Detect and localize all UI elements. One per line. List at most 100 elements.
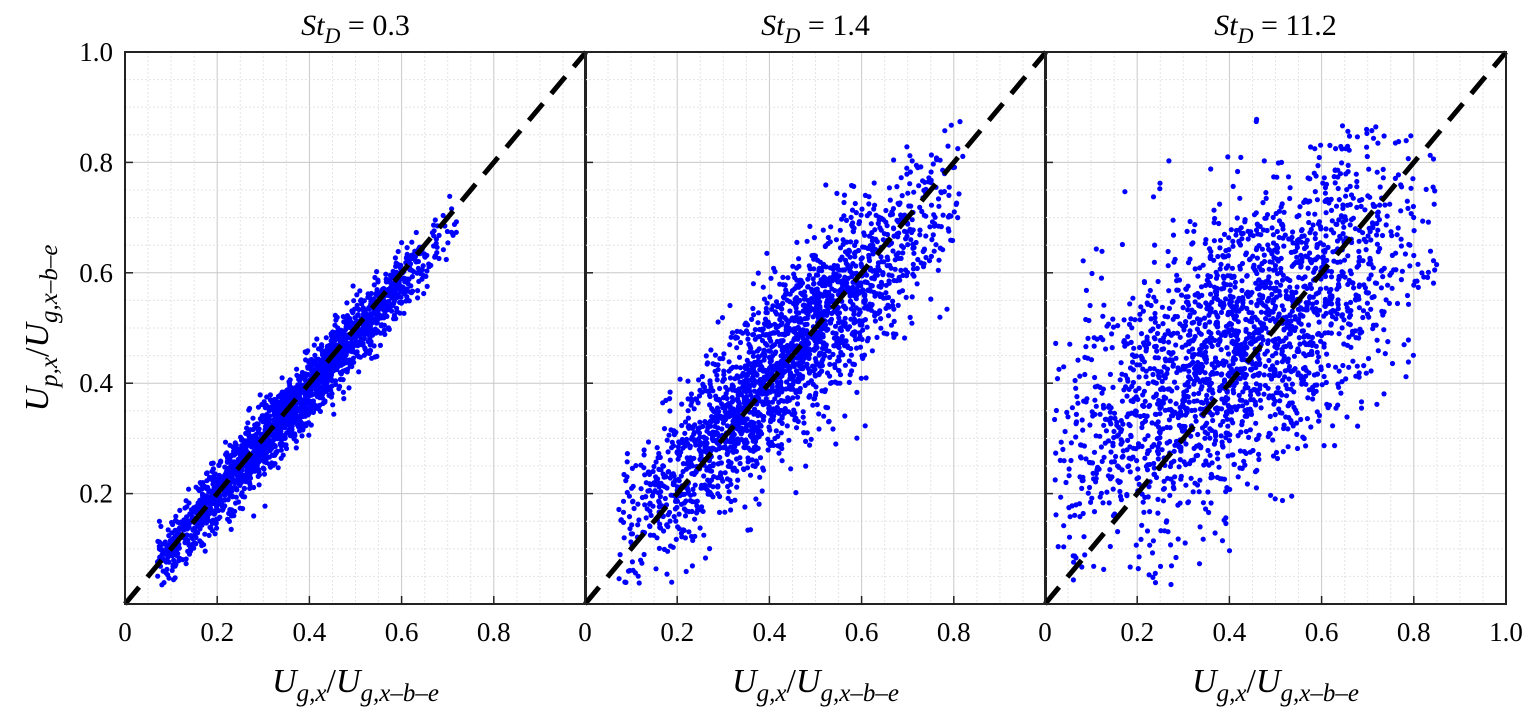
scatter-point bbox=[821, 413, 827, 419]
scatter-point bbox=[207, 476, 213, 482]
scatter-point bbox=[891, 334, 897, 340]
scatter-point bbox=[1168, 581, 1174, 588]
scatter-point bbox=[315, 380, 321, 386]
scatter-point bbox=[660, 400, 666, 406]
scatter-point bbox=[755, 320, 761, 326]
scatter-point bbox=[918, 164, 924, 170]
scatter-point bbox=[1154, 348, 1160, 354]
scatter-point bbox=[805, 284, 811, 290]
scatter-point bbox=[780, 338, 786, 344]
scatter-point bbox=[263, 446, 269, 452]
scatter-point bbox=[156, 518, 162, 524]
scatter-point bbox=[621, 471, 627, 478]
scatter-point bbox=[796, 361, 802, 367]
scatter-point bbox=[697, 525, 703, 531]
scatter-point bbox=[371, 282, 377, 288]
scatter-point bbox=[180, 527, 186, 533]
scatter-point bbox=[729, 433, 736, 439]
scatter-point bbox=[701, 532, 707, 538]
scatter-point bbox=[720, 420, 727, 426]
scatter-point bbox=[237, 451, 243, 457]
scatter-point bbox=[235, 474, 241, 480]
scatter-point bbox=[796, 298, 802, 304]
scatter-point bbox=[715, 362, 721, 368]
scatter-point bbox=[872, 227, 878, 233]
scatter-point bbox=[629, 559, 636, 565]
scatter-point bbox=[398, 294, 404, 300]
scatter-point bbox=[193, 534, 199, 541]
scatter-point bbox=[314, 336, 320, 342]
scatter-point bbox=[1217, 245, 1223, 251]
scatter-point bbox=[836, 368, 842, 374]
scatter-point bbox=[668, 471, 675, 478]
scatter-point bbox=[1380, 166, 1386, 172]
scatter-point bbox=[931, 223, 938, 229]
scatter-point bbox=[199, 542, 205, 549]
scatter-point bbox=[757, 474, 763, 480]
scatter-point bbox=[937, 157, 943, 163]
scatter-point bbox=[247, 481, 253, 487]
scatter-point bbox=[635, 573, 641, 579]
scatter-point bbox=[346, 324, 352, 330]
scatter-point bbox=[278, 447, 284, 453]
scatter-point bbox=[677, 376, 683, 382]
scatter-point bbox=[788, 466, 794, 472]
scatter-point bbox=[1124, 393, 1130, 399]
scatter-point bbox=[404, 254, 411, 260]
scatter-point bbox=[616, 506, 622, 513]
scatter-point bbox=[850, 220, 856, 226]
scatter-point bbox=[781, 363, 787, 369]
scatter-point bbox=[746, 384, 753, 390]
scatter-point bbox=[255, 404, 262, 410]
scatter-point bbox=[215, 507, 222, 514]
scatter-point bbox=[850, 261, 856, 267]
scatter-point bbox=[656, 545, 663, 552]
scatter-point bbox=[747, 472, 754, 478]
scatter-point bbox=[779, 414, 785, 420]
scatter-point bbox=[1339, 160, 1345, 166]
scatter-point bbox=[910, 266, 917, 272]
scatter-point bbox=[864, 324, 870, 330]
scatter-point bbox=[354, 292, 360, 298]
scatter-point bbox=[852, 291, 858, 297]
scatter-point bbox=[673, 429, 679, 435]
scatter-point bbox=[847, 248, 853, 254]
scatter-point bbox=[736, 354, 743, 360]
scatter-point bbox=[858, 375, 864, 381]
scatter-point bbox=[320, 372, 326, 378]
scatter-point bbox=[1075, 357, 1081, 363]
scatter-point bbox=[415, 288, 421, 294]
scatter-point bbox=[385, 287, 391, 293]
scatter-point bbox=[896, 274, 902, 280]
scatter-point bbox=[1136, 554, 1142, 560]
scatter-point bbox=[803, 463, 809, 469]
scatter-point bbox=[816, 268, 822, 274]
scatter-point bbox=[227, 442, 233, 448]
scatter-point bbox=[374, 287, 380, 293]
scatter-point bbox=[395, 248, 401, 255]
scatter-point bbox=[795, 418, 801, 425]
scatter-point bbox=[697, 419, 703, 425]
scatter-point bbox=[827, 239, 833, 245]
scatter-point bbox=[719, 315, 726, 321]
scatter-point bbox=[318, 344, 325, 350]
scatter-point bbox=[357, 288, 363, 294]
scatter-point bbox=[909, 294, 915, 300]
scatter-point bbox=[884, 331, 890, 337]
scatter-point bbox=[936, 257, 942, 263]
scatter-point bbox=[699, 504, 705, 510]
scatter-point bbox=[775, 443, 781, 449]
scatter-point bbox=[366, 305, 372, 311]
scatter-point bbox=[356, 369, 362, 375]
scatter-point bbox=[709, 418, 715, 424]
scatter-point bbox=[235, 499, 242, 505]
scatter-point bbox=[928, 202, 935, 208]
scatter-point bbox=[750, 305, 756, 312]
scatter-point bbox=[813, 384, 819, 390]
scatter-point bbox=[812, 392, 819, 398]
scatter-point bbox=[323, 335, 329, 341]
scatter-point bbox=[705, 477, 711, 483]
scatter-point bbox=[826, 418, 832, 424]
scatter-point bbox=[767, 348, 774, 354]
scatter-point bbox=[960, 153, 966, 159]
